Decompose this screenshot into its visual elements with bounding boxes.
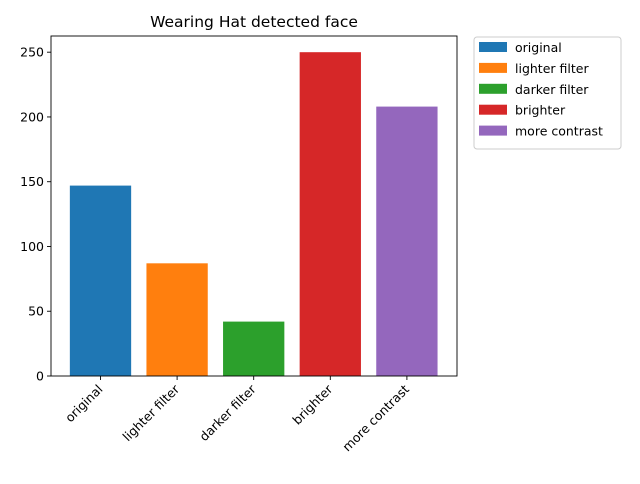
y-tick-label: 200 [20,109,44,124]
y-tick-label: 150 [20,174,44,189]
legend-label: original [515,40,562,55]
legend-swatch [479,42,507,52]
x-tick-label: brighter [289,381,336,428]
x-tick-label: lighter filter [120,381,183,444]
y-tick-label: 0 [36,369,44,384]
legend-label: lighter filter [515,61,589,76]
bar-original [69,185,132,376]
chart-title: Wearing Hat detected face [150,13,358,31]
bar-more-contrast [376,106,438,376]
plot-area: 0 50 100 150 200 250 original lighter filter dar… [20,35,458,454]
legend-box [473,36,622,150]
x-tick-label: original [62,382,106,426]
legend-swatch [479,125,507,136]
legend-label: more contrast [515,124,603,139]
y-tick-label: 250 [20,45,44,60]
legend-swatch [479,83,507,94]
bar-darker-filter [223,321,285,376]
x-tick-label: darker filter [196,381,259,444]
legend: original lighter filter darker filter brigh… [473,36,622,150]
legend-swatch [479,62,507,73]
bar-brighter [299,52,361,376]
legend-label: brighter [515,103,566,118]
y-tick-label: 100 [20,239,44,254]
x-tick-label: more contrast [339,381,412,454]
legend-label: darker filter [515,82,589,97]
y-tick-label: 50 [28,304,44,319]
legend-swatch [479,104,507,115]
bar-lighter-filter [146,263,208,376]
